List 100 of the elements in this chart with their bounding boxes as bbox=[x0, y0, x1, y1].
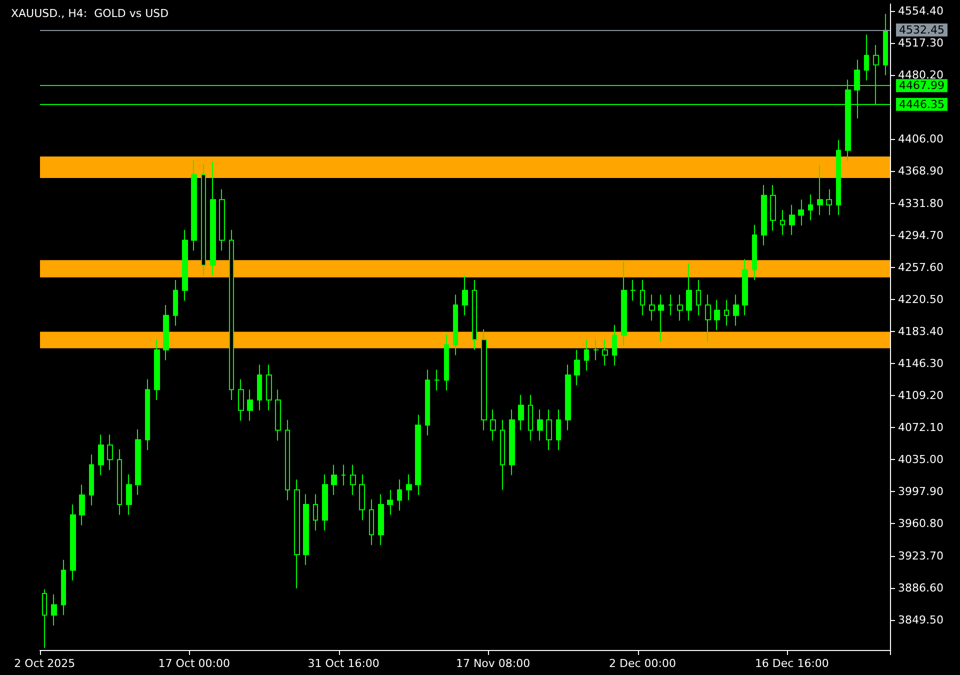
candlestick bbox=[565, 364, 571, 431]
candlestick bbox=[546, 409, 552, 451]
y-tick-label: 3849.50 bbox=[898, 613, 944, 626]
ref-line-label: 4532.45 bbox=[899, 23, 944, 36]
candlestick bbox=[70, 504, 76, 582]
candlestick bbox=[761, 184, 767, 246]
candlestick bbox=[387, 489, 393, 516]
candlestick bbox=[154, 339, 160, 401]
x-tick-label: 17 Oct 00:00 bbox=[158, 657, 230, 670]
candlestick bbox=[219, 188, 225, 252]
candlestick bbox=[79, 484, 85, 526]
candlestick bbox=[107, 434, 113, 470]
candlestick bbox=[191, 159, 197, 252]
candlestick bbox=[182, 229, 188, 302]
candlestick bbox=[658, 294, 664, 342]
candlestick bbox=[509, 409, 515, 476]
y-tick-label: 4294.70 bbox=[898, 228, 944, 242]
y-tick-label: 4368.90 bbox=[898, 164, 944, 178]
candlestick bbox=[668, 294, 673, 316]
candlestick bbox=[686, 263, 692, 322]
y-tick-label: 4331.80 bbox=[898, 196, 944, 210]
candlestick bbox=[135, 428, 141, 496]
candlestick bbox=[817, 164, 823, 216]
x-tick-label: 2 Oct 2025 bbox=[14, 657, 76, 670]
candlestick bbox=[481, 328, 487, 431]
candlestick bbox=[163, 304, 169, 361]
candlestick bbox=[883, 13, 888, 76]
candlestick bbox=[117, 448, 122, 516]
candlestick bbox=[294, 478, 300, 589]
candlestick bbox=[98, 434, 104, 476]
candlestick bbox=[42, 588, 47, 648]
candlestick bbox=[359, 474, 365, 521]
candlestick bbox=[303, 494, 309, 566]
candlestick bbox=[350, 464, 356, 496]
candlestick bbox=[780, 210, 785, 236]
candlestick bbox=[677, 294, 683, 322]
candlestick bbox=[864, 34, 869, 81]
candlestick bbox=[584, 339, 589, 372]
x-tick-label: 16 Dec 16:00 bbox=[754, 657, 829, 670]
candlestick bbox=[369, 498, 374, 546]
x-tick-label: 2 Dec 00:00 bbox=[608, 657, 676, 670]
candlestick bbox=[210, 161, 216, 276]
ref-line-label: 4446.35 bbox=[899, 98, 944, 111]
y-tick-label: 3997.90 bbox=[898, 485, 944, 498]
candlestick bbox=[742, 258, 748, 316]
candlestick bbox=[733, 294, 739, 326]
candlestick bbox=[126, 474, 132, 516]
candlestick bbox=[630, 279, 636, 302]
y-tick-label: 4072.10 bbox=[898, 421, 944, 434]
candlestick bbox=[640, 279, 645, 316]
candlestick bbox=[770, 184, 776, 232]
candlestick bbox=[621, 261, 627, 346]
candlestick bbox=[612, 324, 617, 366]
candlestick bbox=[89, 454, 94, 506]
candlestick bbox=[275, 389, 281, 442]
candlestick bbox=[285, 419, 290, 501]
candlestick bbox=[696, 279, 701, 316]
candlestick bbox=[826, 188, 832, 216]
candlestick bbox=[145, 378, 150, 451]
candlestick bbox=[808, 194, 813, 221]
candlestick bbox=[238, 378, 244, 422]
candlestick bbox=[752, 224, 757, 280]
candlestick bbox=[593, 339, 599, 361]
candlestick bbox=[51, 594, 57, 626]
candlestick bbox=[247, 389, 253, 422]
chart-title: XAUUSD., H4: GOLD vs USD bbox=[11, 7, 169, 20]
candlestick bbox=[789, 204, 795, 236]
y-tick-label: 4109.20 bbox=[898, 389, 944, 402]
candlestick bbox=[472, 279, 477, 350]
candlestick bbox=[397, 478, 402, 512]
candlestick bbox=[378, 494, 384, 546]
candlestick bbox=[453, 294, 458, 356]
y-tick-label: 4257.60 bbox=[898, 260, 944, 274]
x-tick-label: 17 Nov 08:00 bbox=[456, 657, 530, 670]
x-tick-label: 31 Oct 16:00 bbox=[308, 657, 380, 670]
candlestick bbox=[173, 279, 178, 326]
candlestick bbox=[836, 140, 841, 216]
candlestick bbox=[724, 299, 729, 326]
y-tick-label: 4220.50 bbox=[898, 292, 944, 306]
candlestick bbox=[322, 474, 328, 531]
candlestick bbox=[341, 464, 346, 486]
candlestick bbox=[331, 464, 337, 496]
y-tick-label: 4480.20 bbox=[898, 68, 944, 82]
candlestick bbox=[602, 339, 608, 366]
candlestick bbox=[415, 414, 421, 496]
candlestick bbox=[229, 229, 234, 401]
y-tick-label: 4146.30 bbox=[898, 356, 944, 370]
candlestick bbox=[444, 334, 449, 392]
candlestick bbox=[490, 409, 496, 442]
candlestick bbox=[425, 369, 430, 436]
y-tick-label: 4183.40 bbox=[898, 324, 944, 338]
ref-line-label: 4467.99 bbox=[899, 79, 944, 92]
candlestick bbox=[313, 494, 318, 531]
candlestick bbox=[406, 474, 412, 501]
candlestick bbox=[574, 349, 580, 386]
candlestick bbox=[556, 409, 561, 451]
candlestick bbox=[257, 364, 262, 411]
candlestick bbox=[705, 294, 711, 342]
candlestick bbox=[528, 394, 533, 442]
y-tick-label: 3960.80 bbox=[898, 517, 944, 530]
